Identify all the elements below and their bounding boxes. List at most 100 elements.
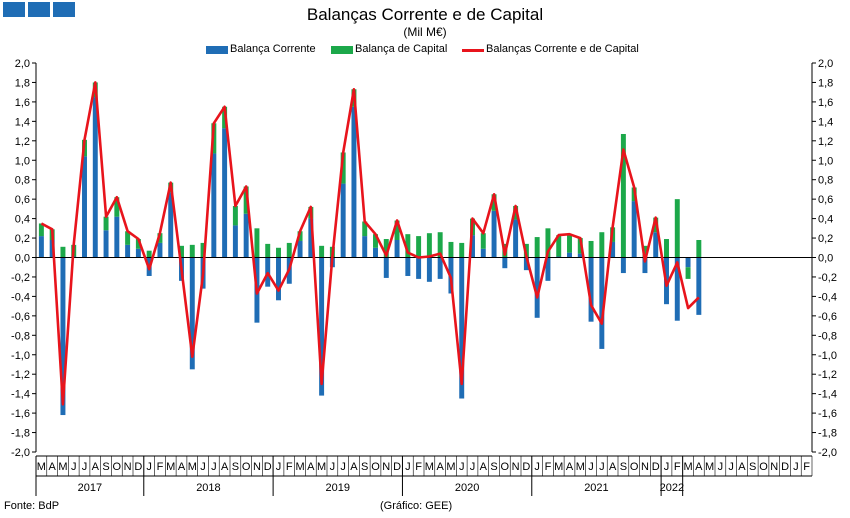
bar-current (351, 106, 357, 258)
bar-current (157, 242, 163, 258)
bar-capital (556, 235, 562, 257)
bar-capital (642, 245, 648, 258)
x-year-label: 2022 (660, 482, 684, 494)
y-tick-label-right: -0,4 (818, 291, 837, 303)
bar-capital (125, 231, 131, 245)
x-month-label: O (113, 461, 122, 473)
y-tick-label-left: -1,2 (11, 369, 30, 381)
x-month-label: A (436, 461, 444, 473)
x-month-label: M (576, 461, 585, 473)
bar-current (82, 156, 87, 258)
bar-current (297, 240, 303, 258)
bar-capital (243, 186, 249, 214)
x-month-label: F (545, 461, 552, 473)
bar-capital (157, 233, 163, 243)
x-month-label: S (361, 461, 368, 473)
x-month-label: F (415, 461, 422, 473)
bar-capital (103, 216, 109, 231)
y-tick-label-left: -0,6 (11, 311, 30, 323)
bar-current (523, 257, 529, 271)
x-month-label: S (749, 461, 756, 473)
bar-capital (567, 234, 572, 253)
x-month-label: F (674, 461, 681, 473)
bar-capital (674, 199, 680, 258)
bar-current (588, 257, 594, 322)
y-tick-label-left: 1,8 (15, 77, 30, 89)
x-month-label: A (48, 461, 56, 473)
bar-current (674, 257, 680, 321)
x-month-label: A (307, 461, 315, 473)
bar-current (232, 225, 238, 258)
legend-swatch-capital (331, 46, 353, 54)
x-month-label: A (738, 461, 746, 473)
bar-current (211, 153, 217, 258)
bar-current (416, 257, 422, 279)
x-month-label: M (317, 461, 326, 473)
bar-capital (437, 232, 443, 258)
x-month-label: M (166, 461, 175, 473)
y-tick-label-right: -2,0 (818, 447, 837, 459)
y-tick-label-left: -1,8 (11, 428, 30, 440)
y-tick-label-right: 0,4 (818, 214, 833, 226)
bar-capital (340, 152, 346, 184)
bar-current (319, 257, 325, 396)
y-tick-label-left: -1,4 (11, 389, 30, 401)
x-month-label: N (512, 461, 520, 473)
x-year-label: 2018 (196, 482, 220, 494)
y-tick-label-left: 1,6 (15, 97, 30, 109)
y-tick-label-right: -1,4 (818, 389, 837, 401)
x-month-label: J (599, 461, 605, 473)
y-tick-label-right: -0,2 (818, 272, 837, 284)
bar-capital (513, 205, 519, 220)
bar-capital (38, 223, 44, 237)
y-tick-label-left: 1,4 (15, 116, 30, 128)
x-year-label: 2021 (584, 482, 608, 494)
bar-current (620, 257, 626, 274)
x-month-label: A (350, 461, 358, 473)
bar-current (383, 257, 389, 278)
bar-capital (276, 247, 281, 258)
y-tick-label-left: 0,4 (15, 214, 30, 226)
bar-current (60, 257, 66, 416)
bar-capital (599, 232, 605, 258)
y-tick-label-left: -0,8 (11, 330, 30, 342)
bar-current (696, 257, 702, 315)
x-month-label: A (178, 461, 186, 473)
header-square-1 (3, 2, 25, 17)
bar-capital (426, 233, 432, 258)
x-month-label: A (92, 461, 100, 473)
bar-current (405, 257, 411, 276)
bar-current (502, 257, 508, 269)
x-month-label: J (211, 461, 217, 473)
x-month-label: D (264, 461, 272, 473)
x-month-label: S (490, 461, 497, 473)
bar-capital (189, 244, 195, 258)
x-month-label: M (705, 461, 714, 473)
bar-capital (114, 197, 120, 217)
bar-capital (480, 233, 486, 249)
x-month-label: S (102, 461, 109, 473)
bar-current (125, 244, 131, 258)
bar-current (631, 201, 637, 258)
x-month-label: J (664, 461, 670, 473)
bar-current (577, 253, 583, 258)
x-month-label: J (470, 461, 476, 473)
legend: Balança Corrente Balança de Capital Bala… (0, 43, 850, 57)
x-year-label: 2019 (326, 482, 350, 494)
bar-capital (60, 246, 66, 258)
x-month-label: A (695, 461, 703, 473)
y-tick-label-right: 1,2 (818, 136, 833, 148)
bar-capital (394, 220, 400, 240)
bar-current (437, 257, 443, 279)
x-month-label: S (232, 461, 239, 473)
y-tick-label-left: 2,0 (15, 58, 30, 70)
x-month-label: J (728, 461, 734, 473)
bar-capital (491, 194, 497, 211)
bar-current (653, 232, 659, 258)
y-tick-label-right: 0,0 (818, 253, 833, 265)
bar-current (38, 236, 44, 258)
x-month-label: F (157, 461, 164, 473)
x-month-label: J (82, 461, 88, 473)
chart-subtitle: (Mil M€) (403, 25, 447, 39)
bar-capital (254, 228, 260, 258)
